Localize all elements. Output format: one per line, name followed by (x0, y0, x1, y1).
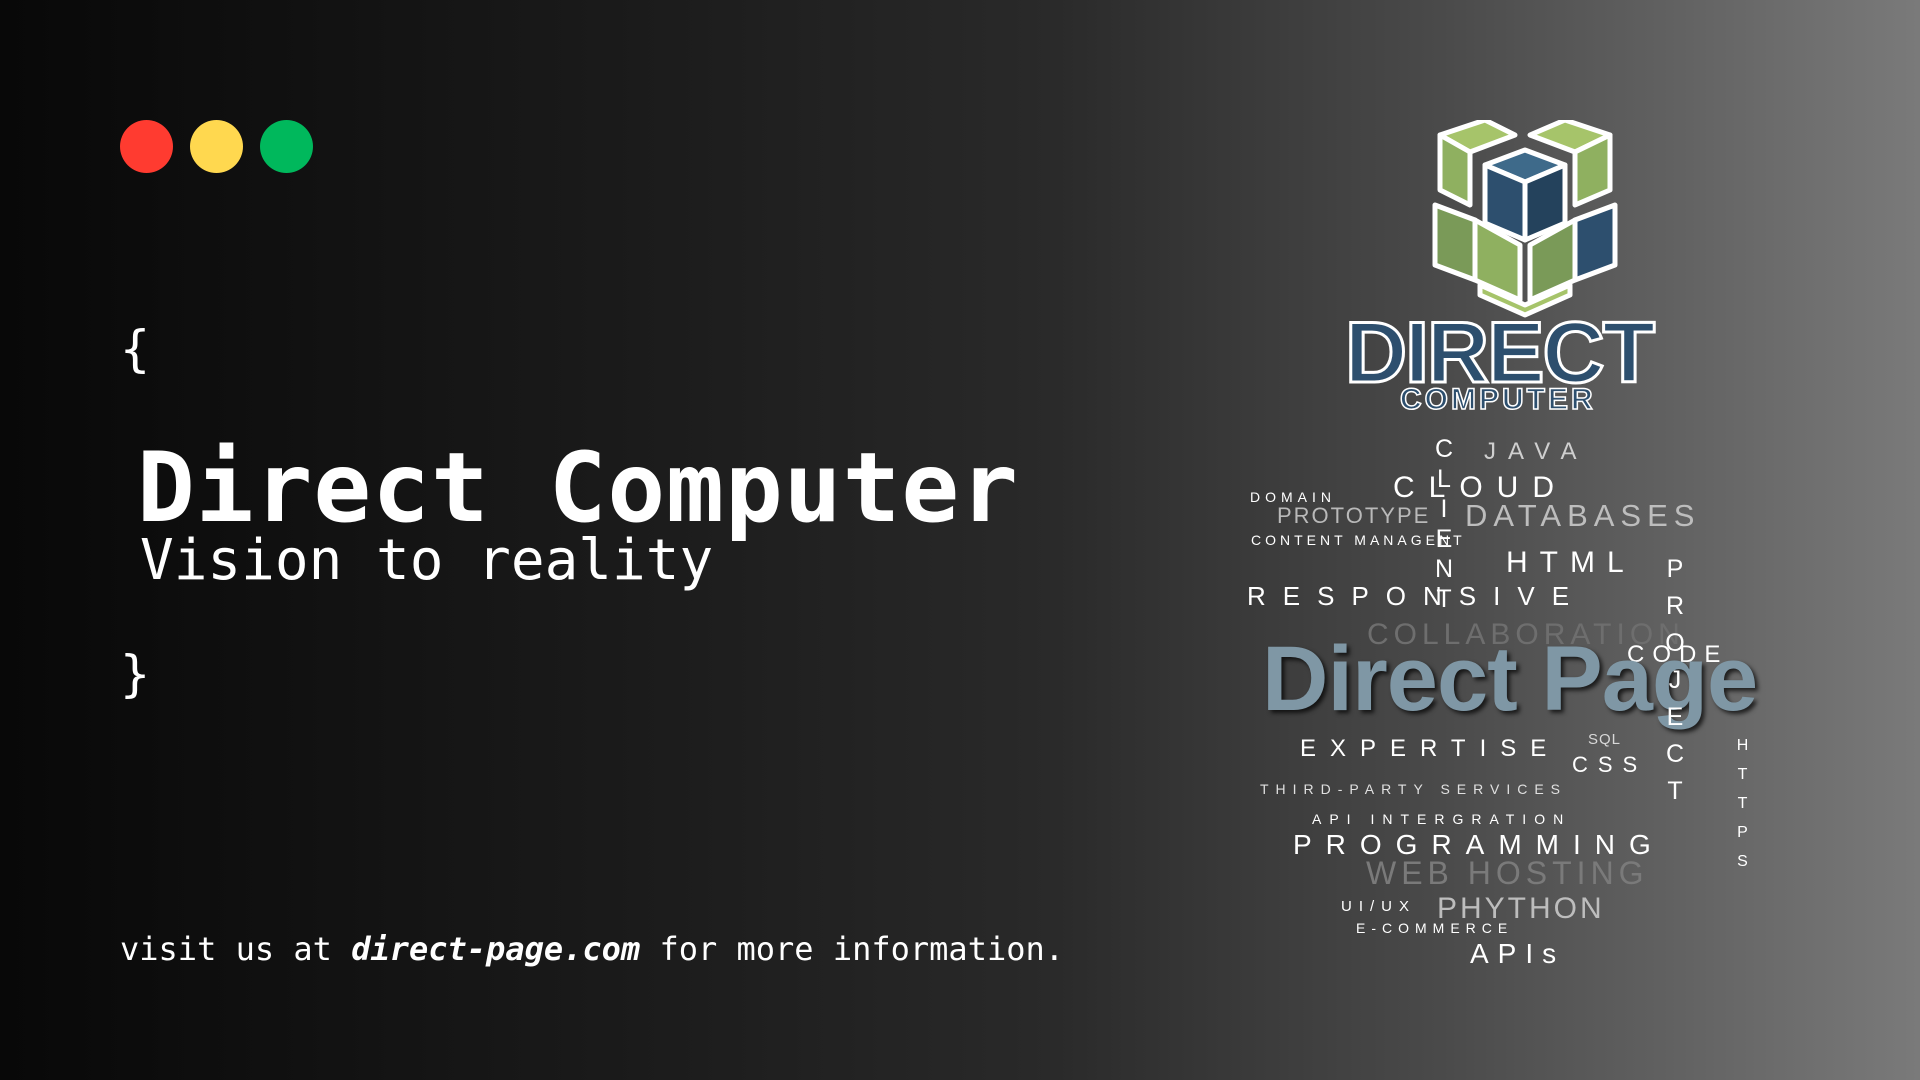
word-responsive: RESPONSIVE (1247, 581, 1587, 611)
word-css: CSS (1572, 752, 1648, 777)
word-databases: DATABASES (1465, 498, 1701, 533)
word-third-party: THIRD-PARTY SERVICES (1260, 781, 1568, 797)
word-ecommerce: E-COMMERCE (1356, 920, 1514, 936)
word-domain: DOMAIN (1250, 489, 1336, 505)
word-java: JAVA (1484, 438, 1589, 465)
word-sql: SQL (1588, 731, 1622, 748)
word-project: PROJECT (1661, 555, 1689, 814)
word-uiux: UI/UX (1341, 898, 1417, 915)
word-client: CLIENT (1430, 435, 1458, 615)
minimize-dot[interactable] (190, 120, 243, 173)
word-programming: PROGRAMMING (1293, 829, 1665, 860)
brand-text: DIRECT (1343, 305, 1656, 401)
cube-logo-icon (1432, 120, 1618, 318)
word-content: CONTENT MANAGENT (1251, 532, 1466, 548)
word-api-integration: API INTERGRATION (1312, 811, 1572, 827)
footer-text: visit us at direct-page.com for more inf… (120, 930, 1064, 968)
word-https: HTTPS (1734, 737, 1751, 882)
maximize-dot[interactable] (260, 120, 313, 173)
word-html: HTML (1506, 546, 1636, 579)
word-collaboration: COLLABORATION (1367, 618, 1685, 651)
word-cloud-term: CLOUD (1393, 471, 1569, 504)
page-title: Direct Computer (137, 432, 1019, 544)
word-code: CODE (1627, 641, 1729, 668)
word-prototype: PROTOTYPE (1277, 503, 1431, 528)
word-expertise: EXPERTISE (1300, 735, 1561, 762)
word-web-hosting: WEB HOSTING (1366, 855, 1649, 891)
close-brace: } (120, 645, 151, 703)
open-brace: { (120, 320, 151, 378)
window-controls (120, 120, 313, 173)
word-apis: APIs (1470, 938, 1566, 969)
main-brand-word: Direct Page (1262, 628, 1758, 730)
footer-suffix: for more information. (640, 930, 1065, 968)
footer-link[interactable]: direct-page.com (351, 930, 641, 968)
word-phython: PHYTHON (1437, 892, 1605, 925)
brand-subtext: COMPUTER (1399, 383, 1596, 416)
close-dot[interactable] (120, 120, 173, 173)
page-subtitle: Vision to reality (140, 528, 714, 593)
footer-prefix: visit us at (120, 930, 352, 968)
